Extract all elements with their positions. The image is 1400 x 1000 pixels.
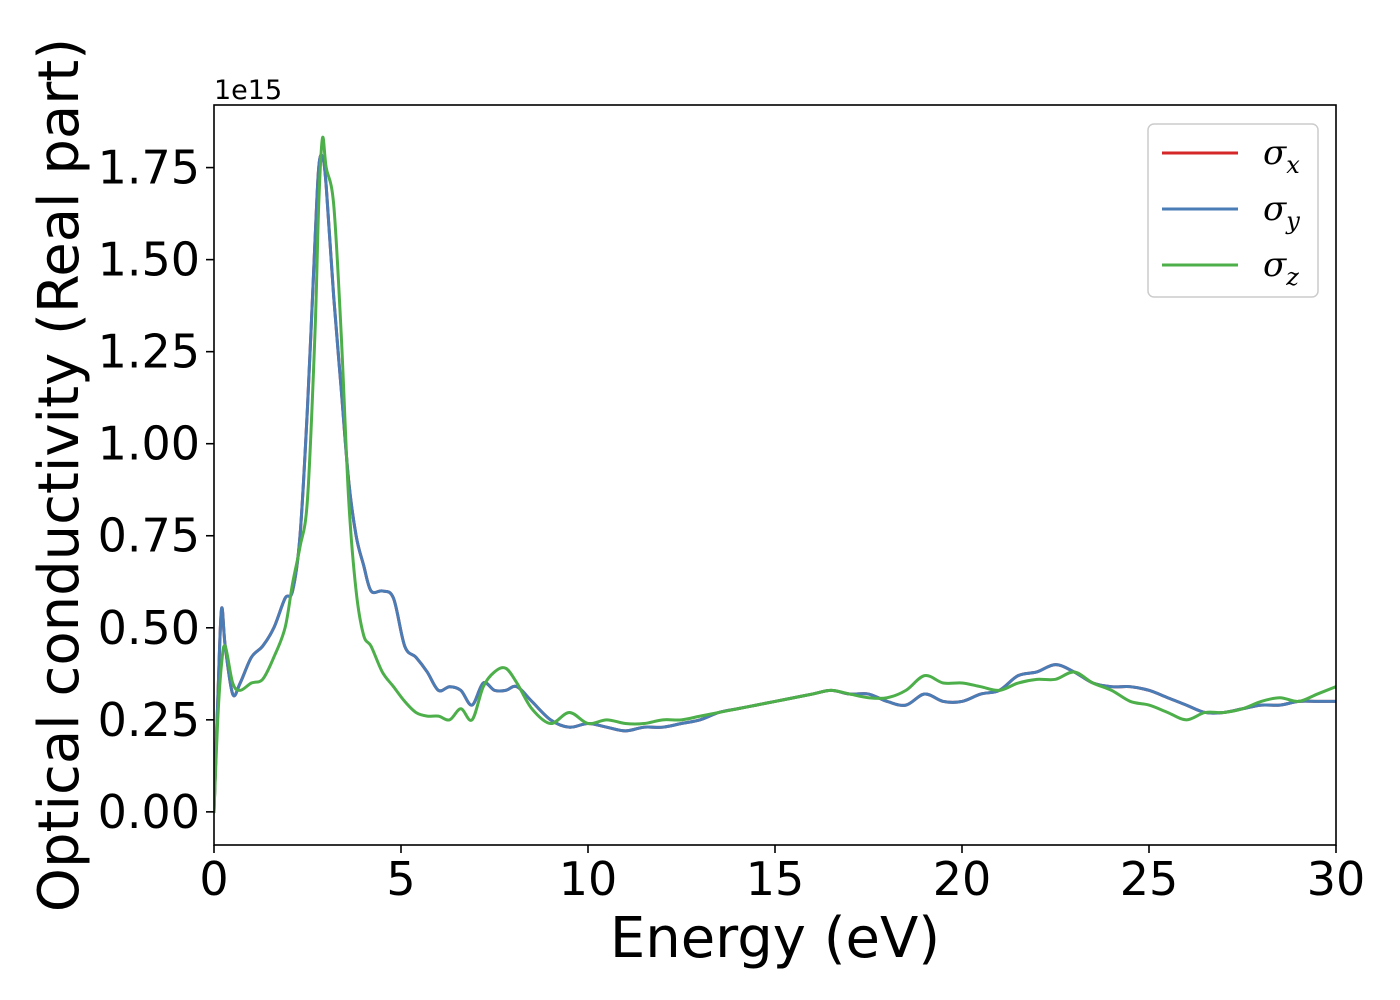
x-axis-ticks: 0 5 10 15 20 25 30 (199, 845, 1365, 906)
x-tick-label: 5 (386, 852, 415, 906)
y-axis-title: Optical conductivity (Real part) (27, 38, 92, 912)
y-tick-label: 1.25 (98, 325, 200, 379)
series-line-z (214, 135, 1336, 814)
x-tick-label: 20 (933, 852, 992, 906)
legend-label-y: σy (1263, 189, 1300, 235)
y-tick-label: 1.75 (98, 141, 200, 195)
y-tick-label: 0.50 (98, 601, 200, 655)
legend: σx σy σz (1147, 123, 1319, 298)
y-tick-label: 1.00 (98, 417, 200, 471)
x-tick-label: 25 (1120, 852, 1179, 906)
y-tick-label: 0.25 (98, 693, 200, 747)
x-tick-label: 15 (746, 852, 805, 906)
y-offset-label: 1e15 (214, 75, 282, 106)
x-tick-label: 30 (1307, 852, 1366, 906)
y-tick-label: 1.50 (98, 233, 200, 287)
x-tick-label: 10 (559, 852, 618, 906)
y-axis-ticks: 0.00 0.25 0.50 0.75 1.00 1.25 1.50 1.75 (98, 141, 214, 839)
legend-label-z: σz (1263, 245, 1299, 291)
x-axis-title: Energy (eV) (610, 906, 940, 971)
series-layer (214, 135, 1336, 814)
y-tick-label: 0.75 (98, 509, 200, 563)
x-tick-label: 0 (199, 852, 228, 906)
legend-label-x: σx (1263, 133, 1300, 179)
y-tick-label: 0.00 (98, 785, 200, 839)
